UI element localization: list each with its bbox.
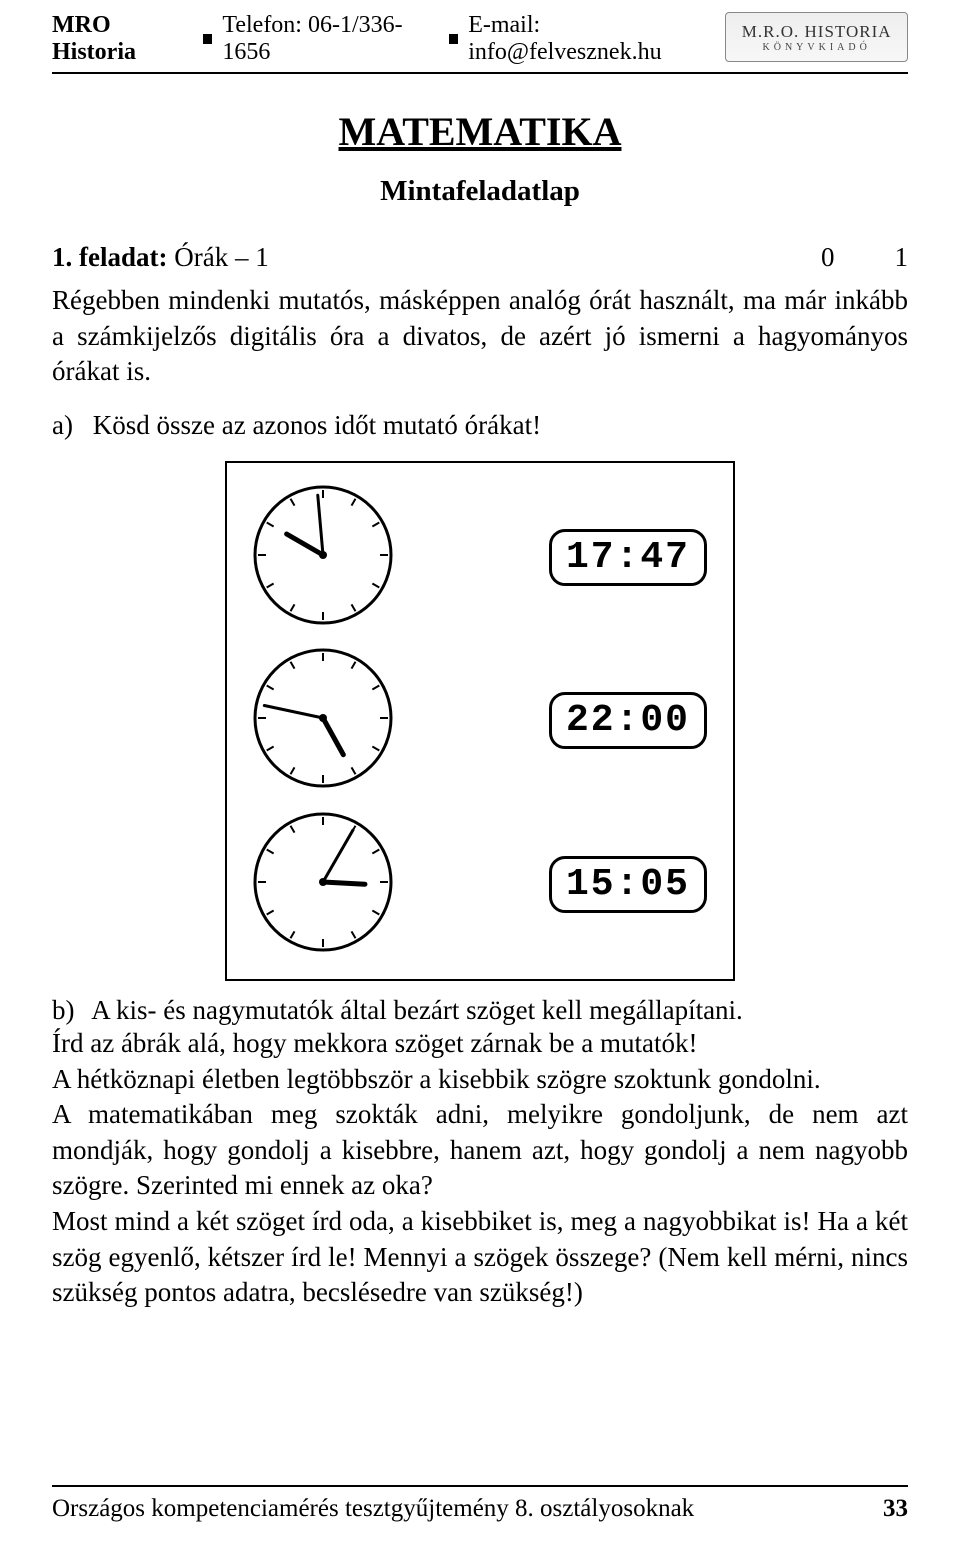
footer: Országos kompetenciamérés tesztgyűjtemén…	[52, 1485, 908, 1523]
publisher-logo: M.R.O. HISTORIA KÖNYVKIADÓ	[725, 12, 908, 62]
clock-row: 22:00	[253, 648, 707, 793]
paragraph-b3: A matematikában meg szokták adni, melyik…	[52, 1097, 908, 1204]
header-bar: MRO Historia Telefon: 06-1/336-1656 E-ma…	[52, 0, 908, 66]
task-heading-row: 1. feladat: Órák – 1 0 1	[52, 242, 908, 273]
footer-rule	[52, 1485, 908, 1487]
page-title: MATEMATIKA	[52, 108, 908, 155]
task-number: 1. feladat:	[52, 242, 167, 272]
phone-text: Telefon: 06-1/336-1656	[222, 12, 438, 66]
header-rule	[52, 72, 908, 74]
subtask-a-label: a)	[52, 410, 86, 441]
footer-line: Országos kompetenciamérés tesztgyűjtemén…	[52, 1495, 908, 1523]
logo-sub-text: KÖNYVKIADÓ	[763, 42, 871, 53]
separator-icon	[203, 34, 212, 44]
digital-clock: 15:05	[549, 856, 707, 913]
contact-line: MRO Historia Telefon: 06-1/336-1656 E-ma…	[52, 12, 725, 66]
figure-wrapper: 17:47 22:00 15:05	[52, 461, 908, 981]
intro-paragraph: Régebben mindenki mutatós, másképpen ana…	[52, 283, 908, 390]
paragraph-b1: Írd az ábrák alá, hogy mekkora szöget zá…	[52, 1026, 908, 1062]
email-text: E-mail: info@felvesznek.hu	[468, 12, 725, 66]
clock-row: 15:05	[253, 812, 707, 957]
subtask-b-label: b)	[52, 995, 86, 1026]
subtask-b-text: A kis- és nagymutatók által bezárt szöge…	[91, 995, 743, 1025]
task-name: Órák – 1	[174, 242, 268, 272]
digital-clock: 17:47	[549, 529, 707, 586]
page-subtitle: Mintafeladatlap	[52, 175, 908, 208]
footer-left: Országos kompetenciamérés tesztgyűjtemén…	[52, 1495, 694, 1523]
brand-text: MRO Historia	[52, 12, 193, 66]
paragraph-b2: A hétköznapi életben legtöbbször a kiseb…	[52, 1062, 908, 1098]
score-b: 1	[895, 242, 909, 273]
score-marks: 0 1	[821, 242, 908, 273]
paragraph-b4: Most mind a két szöget írd oda, a kisebb…	[52, 1204, 908, 1311]
logo-main-text: M.R.O. HISTORIA	[742, 22, 892, 42]
clock-figure: 17:47 22:00 15:05	[225, 461, 735, 981]
analog-clock	[253, 485, 393, 630]
subtask-a-text: Kösd össze az azonos időt mutató órákat!	[93, 410, 541, 440]
subtask-b: b) A kis- és nagymutatók által bezárt sz…	[52, 995, 908, 1026]
clock-row: 17:47	[253, 485, 707, 630]
analog-clock	[253, 812, 393, 957]
score-a: 0	[821, 242, 835, 273]
separator-icon	[449, 34, 458, 44]
task-label: 1. feladat: Órák – 1	[52, 242, 269, 273]
subtask-a: a) Kösd össze az azonos időt mutató órák…	[52, 410, 908, 441]
digital-clock: 22:00	[549, 692, 707, 749]
page: MRO Historia Telefon: 06-1/336-1656 E-ma…	[0, 0, 960, 1549]
analog-clock	[253, 648, 393, 793]
page-number: 33	[883, 1495, 908, 1523]
